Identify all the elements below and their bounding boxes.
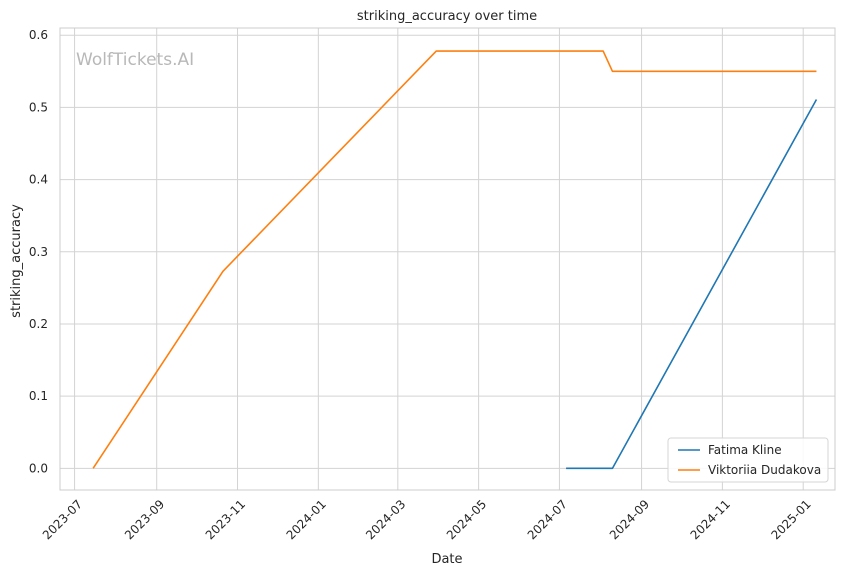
- x-axis-label: Date: [431, 552, 462, 567]
- y-tick-label: 0.5: [29, 100, 48, 114]
- y-tick-label: 0.2: [29, 317, 48, 331]
- y-tick-label: 0.0: [29, 461, 48, 475]
- y-axis-ticks: 0.0 0.1 0.2 0.3 0.4 0.5 0.6: [29, 28, 48, 475]
- chart-title: striking_accuracy over time: [357, 9, 537, 24]
- plot-area-frame: [59, 27, 836, 491]
- x-gridlines: [74, 28, 804, 490]
- y-tick-label: 0.1: [29, 389, 48, 403]
- series-line-1: [92, 50, 817, 469]
- y-tick-label: 0.4: [29, 173, 48, 187]
- legend-label: Fatima Kline: [708, 443, 782, 457]
- legend: Fatima Kline Viktoriia Dudakova: [667, 437, 829, 483]
- legend-label: Viktoriia Dudakova: [708, 463, 821, 477]
- legend-box: [667, 437, 829, 483]
- series-line-0: [566, 99, 818, 470]
- watermark-text: WolfTickets.AI: [76, 50, 194, 70]
- y-axis-label: striking_accuracy: [9, 204, 24, 318]
- y-tick-label: 0.6: [29, 28, 48, 42]
- y-tick-label: 0.3: [29, 245, 48, 259]
- y-gridlines: [60, 34, 835, 469]
- series-layer: [92, 50, 818, 470]
